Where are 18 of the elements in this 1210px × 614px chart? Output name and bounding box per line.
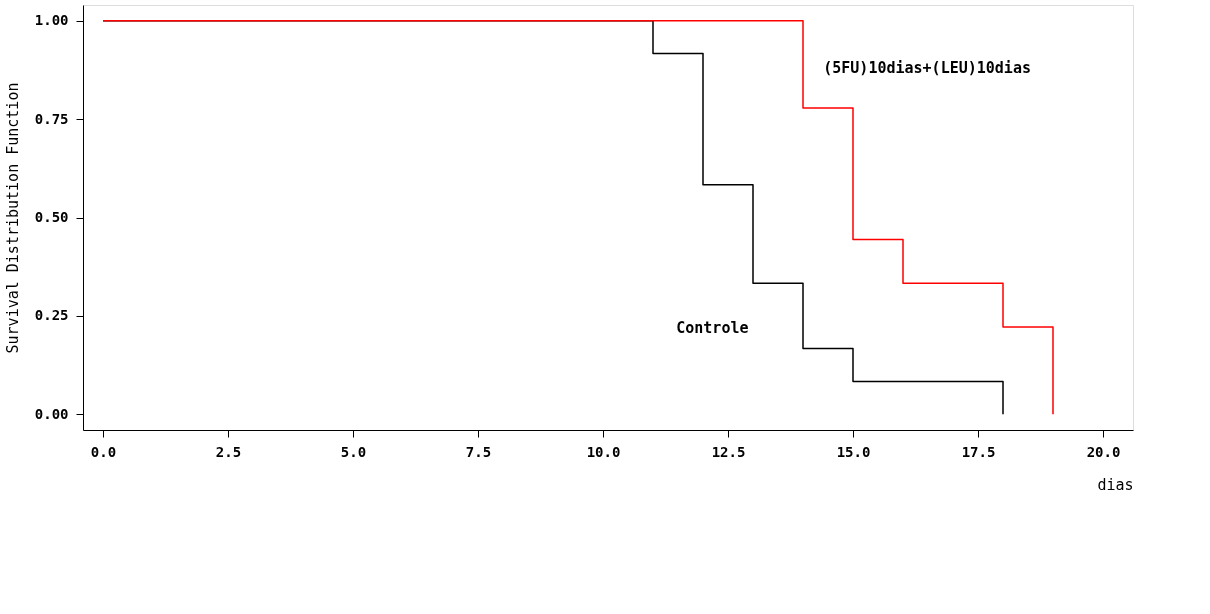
x-tick-label: 7.5 — [465, 443, 492, 460]
x-tick-label: 5.0 — [340, 443, 367, 460]
y-tick-label: 0.25 — [34, 307, 69, 324]
x-tick-label: 15.0 — [836, 443, 871, 460]
y-axis-title: Survival Distribution Function — [3, 82, 22, 354]
y-tick-label: 0.75 — [34, 110, 69, 127]
text: Controle — [676, 319, 749, 337]
x-axis-title: dias — [1097, 475, 1134, 494]
x-tick-label: 17.5 — [961, 443, 996, 460]
x-tick-label: 20.0 — [1086, 443, 1121, 460]
series-label: (5FU)10dias+(LEU)10dias — [823, 58, 1031, 77]
x-tick-label: 2.5 — [215, 443, 242, 460]
x-tick-label: 12.5 — [711, 443, 746, 460]
y-tick-label: 1.00 — [34, 12, 69, 29]
y-tick-label: 0.50 — [34, 209, 69, 225]
y-tick-label: 0.00 — [34, 405, 69, 422]
x-tick-label: 0.0 — [90, 443, 117, 460]
x-tick-label: 10.0 — [586, 443, 621, 460]
